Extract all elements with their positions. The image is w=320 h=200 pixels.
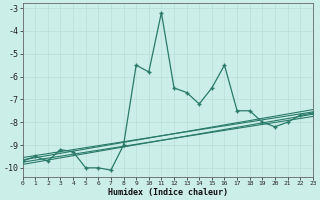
X-axis label: Humidex (Indice chaleur): Humidex (Indice chaleur) [108,188,228,197]
